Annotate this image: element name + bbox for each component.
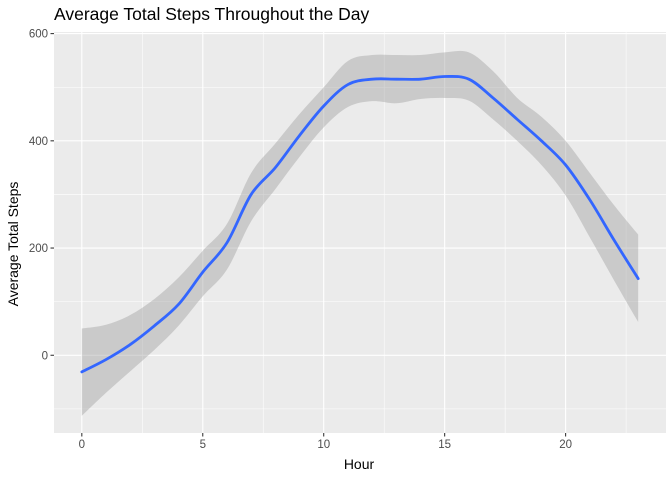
y-axis-ticks: 0 200 400 600 xyxy=(29,29,54,362)
x-axis-ticks: 0 5 10 15 20 xyxy=(79,433,572,451)
y-tick-label: 0 xyxy=(42,350,48,362)
chart-title: Average Total Steps Throughout the Day xyxy=(54,4,369,24)
minor-gridlines xyxy=(54,32,666,433)
y-axis-title: Average Total Steps xyxy=(5,182,21,307)
plot-panel xyxy=(54,32,666,433)
y-tick-label: 400 xyxy=(29,136,48,148)
x-tick-label: 10 xyxy=(317,439,330,451)
major-gridlines xyxy=(54,32,666,433)
y-tick-label: 600 xyxy=(29,29,48,41)
x-axis-title: Hour xyxy=(344,456,375,472)
x-tick-label: 5 xyxy=(200,439,206,451)
y-tick-label: 200 xyxy=(29,243,48,255)
x-tick-label: 15 xyxy=(438,439,451,451)
smooth-trend-line xyxy=(80,75,640,374)
x-tick-label: 0 xyxy=(79,439,85,451)
x-tick-label: 20 xyxy=(559,439,572,451)
